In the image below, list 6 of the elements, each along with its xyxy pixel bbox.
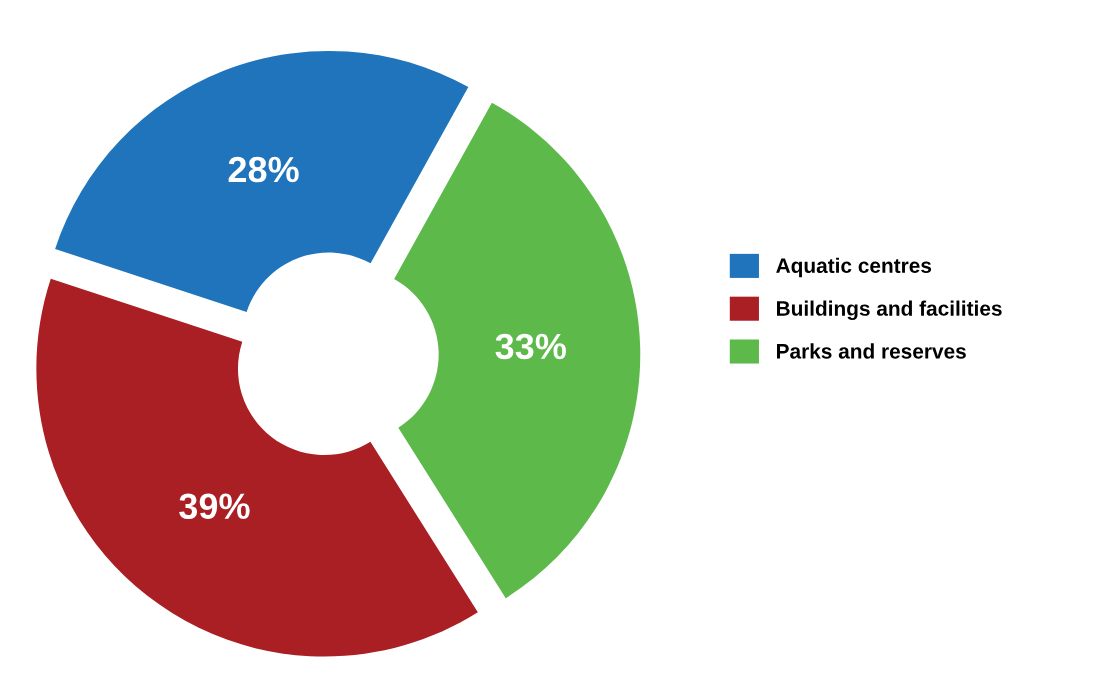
legend-label: Aquatic centres: [776, 257, 932, 278]
data-label: 33%: [495, 333, 566, 360]
legend-label: Buildings and facilities: [777, 300, 1002, 321]
legend-label: Parks and reserves: [777, 343, 966, 359]
data-label: 39%: [179, 493, 250, 520]
data-label: 28%: [228, 156, 299, 183]
